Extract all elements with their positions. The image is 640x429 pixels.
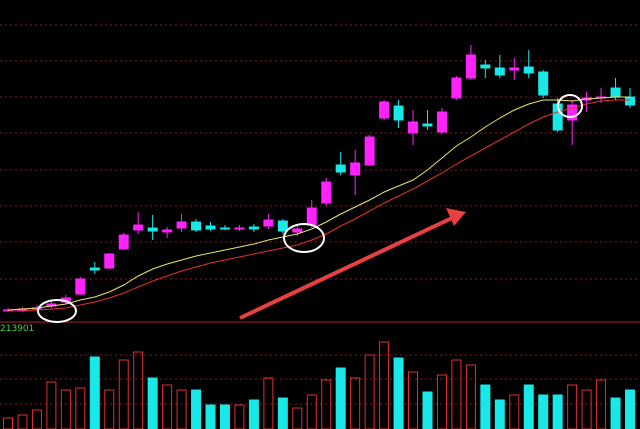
candle-body [523, 66, 534, 74]
volume-bar [465, 364, 476, 429]
volume-bar [523, 384, 534, 429]
volume-bar [350, 377, 361, 429]
volume-bar [408, 371, 419, 429]
volume-bar [191, 389, 202, 429]
candle-body [494, 67, 505, 76]
highlight-circle [37, 299, 77, 323]
volume-bar [176, 389, 187, 429]
candle-body [104, 253, 115, 269]
volume-bar [263, 377, 274, 429]
volume-bar [234, 404, 245, 429]
candle-body [321, 181, 332, 204]
volume-bar [552, 394, 563, 429]
candle-body [234, 227, 245, 230]
volume-bar [277, 397, 288, 429]
candle-body [625, 96, 635, 106]
volume-bar [17, 414, 28, 429]
volume-bar [292, 407, 303, 429]
volume-bar [436, 374, 447, 429]
candle-body [451, 77, 462, 99]
arrow [239, 216, 453, 320]
volume-bar [89, 356, 100, 429]
volume-bar [162, 384, 173, 429]
candle-body [350, 162, 361, 176]
volume-bar [147, 377, 158, 429]
volume-bar [625, 389, 635, 429]
moving-average [7, 96, 630, 311]
volume-bar [3, 417, 13, 429]
candle-body [480, 64, 491, 69]
candle-body [263, 219, 274, 227]
volume-bar [610, 397, 621, 429]
volume-bar [538, 394, 549, 429]
candle-body [538, 71, 549, 96]
volume-bar [118, 359, 129, 429]
candle-body [465, 54, 476, 79]
candle-body [162, 229, 173, 233]
volume-bar [480, 384, 491, 429]
candle-body [205, 225, 216, 230]
candle-body [292, 228, 303, 233]
candle-body [147, 227, 158, 232]
volume-bar [422, 391, 433, 429]
candle-body [509, 67, 520, 71]
candle-body [191, 221, 202, 231]
volume-bar [451, 359, 462, 429]
highlight-circle [283, 223, 325, 253]
candle-body [610, 87, 621, 98]
volume-bar [494, 399, 505, 429]
candle-body [567, 104, 578, 121]
candle-body [89, 267, 100, 271]
moving-average [8, 99, 630, 312]
candle-body [379, 101, 390, 119]
candle-body [335, 164, 346, 173]
volume-bar [31, 409, 42, 429]
annotations [37, 94, 583, 323]
candle-body [422, 123, 433, 127]
volume-bar [581, 389, 592, 429]
volume-bar [46, 381, 57, 429]
candle-body [306, 207, 317, 226]
volume-bar [248, 399, 259, 429]
candle-body [118, 234, 129, 250]
candle-body [75, 278, 86, 295]
volume-bar [321, 379, 332, 429]
candle-body [248, 226, 259, 230]
volume-bar [60, 389, 71, 429]
highlight-circle [557, 94, 583, 118]
volume-bar [219, 404, 230, 429]
candle-body [219, 227, 230, 230]
volume-bar [567, 384, 578, 429]
volume-label: 213901 [0, 324, 34, 334]
candle-body [408, 121, 419, 134]
volume-bar [379, 341, 390, 429]
candle-body [436, 111, 447, 133]
volume-bar [596, 379, 607, 429]
volume-bar [75, 387, 86, 429]
volume-bar [364, 354, 375, 429]
volume-bar [133, 351, 144, 429]
candle-body [176, 221, 187, 229]
candle-body [393, 105, 404, 121]
volume-bar [104, 389, 115, 429]
volume-bar [393, 357, 404, 429]
candle-body [277, 220, 288, 232]
candle-body [364, 136, 375, 166]
volume-bar [205, 404, 216, 429]
volume-bar [306, 394, 317, 429]
volume-bar [335, 367, 346, 429]
plot [3, 45, 635, 429]
candle-body [133, 224, 144, 231]
arrow-head [446, 208, 466, 226]
volume-bar [509, 394, 520, 429]
